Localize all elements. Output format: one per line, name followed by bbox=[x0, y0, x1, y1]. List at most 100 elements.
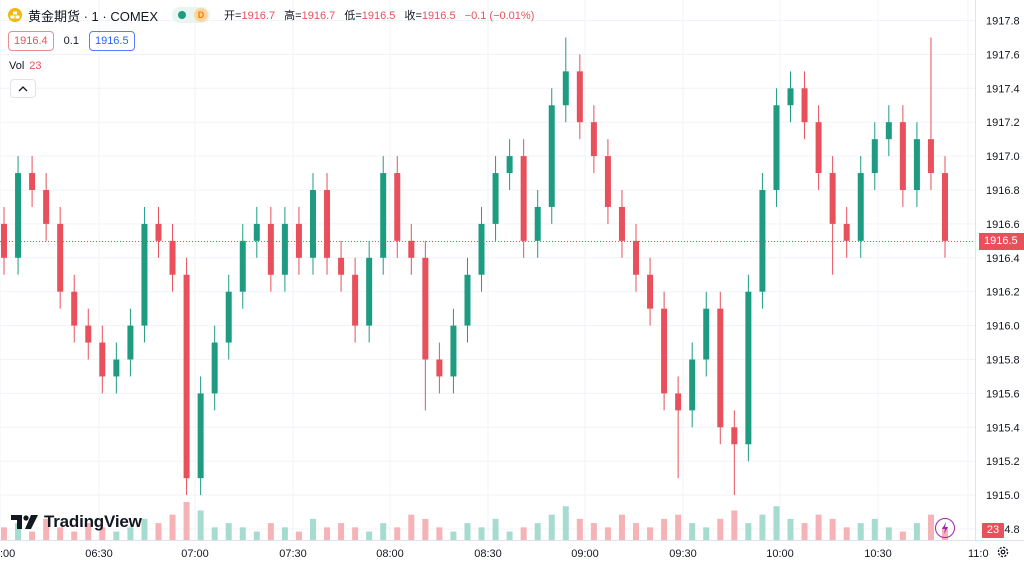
candle-body bbox=[324, 190, 331, 258]
volume-bar bbox=[422, 518, 429, 540]
candle-body bbox=[253, 223, 260, 241]
volume-bar bbox=[548, 514, 555, 540]
volume-bar bbox=[492, 518, 499, 540]
candle-body bbox=[281, 223, 288, 275]
volume-bar bbox=[99, 527, 106, 540]
candle-body bbox=[141, 223, 148, 326]
candle-body bbox=[464, 274, 471, 326]
candle-body bbox=[408, 240, 415, 258]
gear-icon[interactable] bbox=[996, 545, 1010, 559]
candle-body bbox=[661, 308, 668, 394]
market-status-pill[interactable]: D bbox=[172, 7, 211, 23]
volume-value: 23 bbox=[29, 60, 42, 72]
volume-bar bbox=[15, 523, 22, 540]
candle-body bbox=[57, 223, 64, 292]
volume-bar bbox=[759, 514, 766, 540]
candle-body bbox=[675, 393, 682, 411]
ohlc-low-label: 低= bbox=[344, 10, 362, 22]
volume-bar bbox=[57, 527, 64, 540]
tradingview-logo[interactable]: TradingView bbox=[11, 512, 142, 532]
price-tick-label: 1916.4 bbox=[986, 253, 1020, 265]
candle-body bbox=[352, 274, 359, 326]
time-tick-label: 11:0 bbox=[968, 548, 989, 560]
volume-bar bbox=[309, 518, 316, 540]
volume-bar bbox=[590, 523, 597, 540]
ohlc-high-value: 1916.7 bbox=[301, 10, 336, 22]
candle-body bbox=[15, 173, 22, 258]
candle-body bbox=[169, 240, 176, 275]
volume-label: Vol bbox=[9, 60, 25, 72]
volume-bar bbox=[324, 527, 331, 540]
volume-bar bbox=[408, 514, 415, 540]
candle-body bbox=[759, 190, 766, 292]
chevron-up-icon bbox=[18, 85, 28, 91]
last-volume-label: 23 bbox=[982, 523, 1004, 538]
volume-legend: Vol 23 bbox=[9, 60, 42, 72]
time-tick-label: 10:30 bbox=[864, 548, 892, 560]
spread-value: 0.1 bbox=[63, 35, 79, 47]
volume-bar bbox=[689, 523, 696, 540]
ohlc-close-value: 1916.5 bbox=[421, 10, 456, 22]
candle-body bbox=[450, 325, 457, 377]
candle-body bbox=[267, 223, 274, 275]
time-tick-label: 08:30 bbox=[474, 548, 502, 560]
volume-bar bbox=[843, 527, 850, 540]
volume-bar bbox=[913, 523, 920, 540]
volume-bar bbox=[857, 523, 864, 540]
volume-bar bbox=[745, 523, 752, 540]
candle-body bbox=[29, 173, 36, 190]
volume-bar bbox=[436, 527, 443, 540]
candle-body bbox=[618, 206, 625, 241]
time-tick-label: :00 bbox=[0, 548, 15, 560]
candle-body bbox=[71, 291, 78, 326]
candle-body bbox=[590, 122, 597, 157]
candle-body bbox=[492, 173, 499, 224]
volume-bar bbox=[85, 523, 92, 540]
price-tick-label: 1915.4 bbox=[986, 422, 1020, 434]
volume-bar bbox=[576, 518, 583, 540]
volume-bar bbox=[183, 502, 190, 540]
time-tick-label: 09:30 bbox=[669, 548, 697, 560]
candle-body bbox=[422, 257, 429, 360]
volume-bar bbox=[871, 518, 878, 540]
volume-bar bbox=[113, 531, 120, 540]
candle-body bbox=[113, 359, 120, 377]
volume-bar bbox=[773, 506, 780, 540]
symbol-title[interactable]: 黄金期货 · 1 · COMEX bbox=[28, 8, 159, 24]
price-tick-label: 1916.6 bbox=[986, 219, 1020, 231]
volume-bar bbox=[281, 527, 288, 540]
sell-price-button[interactable]: 1916.4 bbox=[8, 31, 54, 51]
time-tick-label: 07:30 bbox=[279, 548, 307, 560]
candle-body bbox=[717, 308, 724, 428]
candle-body bbox=[127, 325, 134, 360]
candle-body bbox=[562, 71, 569, 106]
candle-body bbox=[773, 105, 780, 190]
candle-body bbox=[689, 359, 696, 411]
volume-bar bbox=[478, 527, 485, 540]
candle-body bbox=[520, 156, 527, 241]
candle-body bbox=[913, 139, 920, 190]
ohlc-high-label: 高= bbox=[284, 10, 302, 22]
candlestick-series bbox=[1, 37, 948, 496]
candle-body bbox=[225, 291, 232, 343]
buy-price-button[interactable]: 1916.5 bbox=[88, 31, 135, 51]
volume-bar bbox=[267, 523, 274, 540]
volume-bar bbox=[155, 523, 162, 540]
volume-bar bbox=[211, 527, 218, 540]
volume-bar bbox=[562, 506, 569, 540]
price-tick-label: 1916.2 bbox=[986, 287, 1020, 299]
collapse-legend-button[interactable] bbox=[10, 79, 36, 98]
candle-body bbox=[394, 173, 401, 241]
price-tick-label: 1915.8 bbox=[986, 355, 1020, 367]
ohlc-change-value: −0.1 (−0.01%) bbox=[464, 10, 535, 22]
price-tick-label: 1917.0 bbox=[986, 151, 1020, 163]
candle-body bbox=[155, 223, 162, 241]
volume-bar bbox=[169, 514, 176, 540]
candle-body bbox=[731, 427, 738, 445]
chart-grid bbox=[0, 0, 975, 540]
lightning-button[interactable] bbox=[935, 518, 955, 538]
candle-body bbox=[871, 139, 878, 174]
ohlc-low-value: 1916.5 bbox=[361, 10, 396, 22]
candle-body bbox=[857, 173, 864, 241]
